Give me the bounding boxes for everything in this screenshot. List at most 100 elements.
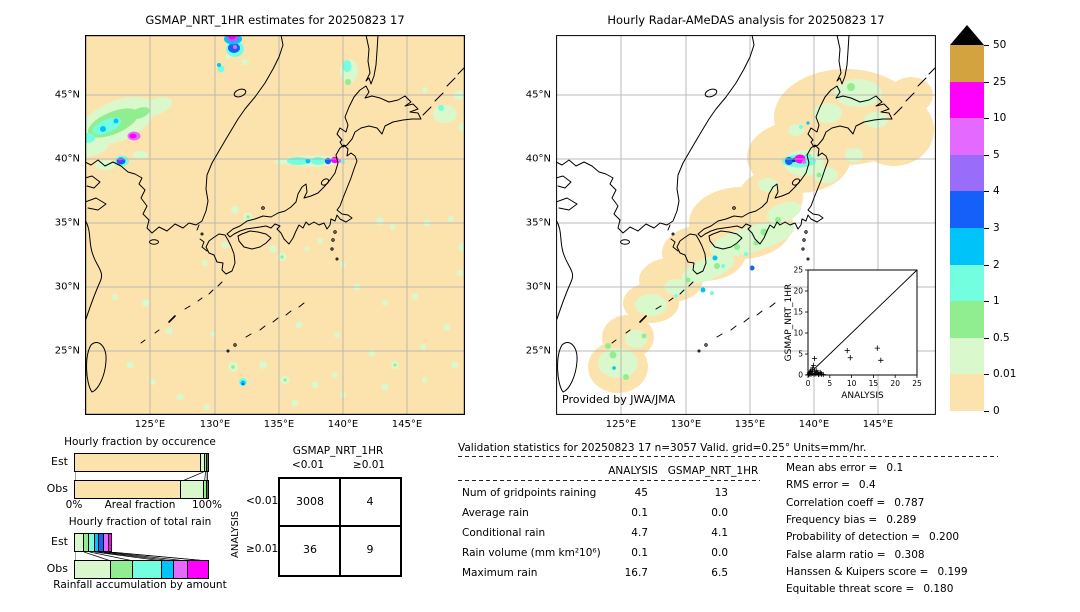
validation-score-row: Hanssen & Kuipers score = 0.199: [786, 566, 968, 578]
colorbar-tick-label: 0.01: [993, 368, 1017, 381]
lon-tick-label: 125°E: [134, 419, 166, 430]
totalrain-caption: Rainfall accumulation by amount: [53, 579, 227, 591]
contingency-divider-h: [280, 525, 400, 527]
lon-tick-label: 125°E: [605, 419, 637, 430]
colorbar-segment: [950, 301, 984, 339]
lat-tick-label: 45°N: [54, 89, 80, 101]
contingency-table: 3008 4 36 9: [278, 477, 402, 577]
validation-title: Validation statistics for 20250823 17 n=…: [458, 442, 867, 454]
occurrence-obs-bar: [74, 480, 209, 499]
validation-score-row: RMS error = 0.4: [786, 479, 876, 491]
bar-segment: [99, 534, 105, 551]
score-label: Frequency bias =: [786, 513, 878, 526]
contingency-col-label-ge: ≥0.01: [352, 459, 386, 471]
validation-score-row: Equitable threat score = 0.180: [786, 583, 953, 595]
colorbar-segment: [950, 374, 984, 412]
colorbar-legend: 50 25 10 5 4 3 2 1 0.5 0.01 0: [950, 25, 1030, 425]
bar-segment: [201, 454, 205, 471]
x-tick-label: 15: [869, 379, 879, 388]
validation-gsmap-value: 0.0: [711, 507, 728, 519]
colorbar-tick-label: 4: [993, 185, 1000, 198]
validation-score-row: Frequency bias = 0.289: [786, 514, 916, 526]
scatter-point: [878, 357, 884, 363]
score-label: Equitable threat score =: [786, 583, 915, 596]
score-value: 0.289: [886, 513, 917, 526]
validation-score-row: Probability of detection = 0.200: [786, 531, 959, 543]
bar-segment: [75, 534, 84, 551]
radar-map-canvas: [556, 35, 936, 415]
score-value: 0.200: [929, 531, 960, 544]
occurrence-connectors: [75, 472, 208, 481]
x-tick-label: 5: [827, 379, 832, 388]
score-value: 0.180: [923, 583, 954, 596]
colorbar-tick-label: 2: [993, 258, 1000, 271]
y-tick-label: 0: [798, 371, 803, 380]
score-label: RMS error =: [786, 479, 850, 492]
validation-gsmap-value: 4.1: [711, 527, 728, 539]
colorbar-tick-label: 0.5: [993, 331, 1010, 344]
colorbar-overflow-arrow: [950, 25, 984, 45]
score-value: 0.787: [894, 496, 925, 509]
right-map-title: Hourly Radar-AMeDAS analysis for 2025082…: [607, 13, 885, 27]
connector-line: [182, 472, 204, 481]
lon-tick-label: 145°E: [391, 419, 423, 430]
validation-row-label: Average rain: [462, 507, 529, 519]
colorbar-tick: [984, 337, 989, 339]
occurrence-chart-title: Hourly fraction by occurence: [64, 436, 216, 448]
y-tick-label: 10: [793, 329, 803, 338]
one-to-one-line: [807, 269, 918, 376]
colorbar-tick: [984, 118, 989, 120]
bar-segment: [207, 481, 209, 498]
colorbar-tick: [984, 228, 989, 229]
colorbar-tick: [984, 81, 989, 83]
bar-segment: [94, 534, 100, 551]
lon-tick-label: 135°E: [263, 419, 295, 430]
areal-fraction-label: Areal fraction: [104, 499, 176, 511]
score-label: Probability of detection =: [786, 531, 921, 544]
lon-tick-label: 130°E: [199, 419, 231, 430]
validation-gsmap-value: 6.5: [711, 567, 728, 579]
lat-tick-label: 40°N: [54, 153, 80, 165]
validation-divider-mid: [458, 480, 760, 481]
contingency-cell-hits-none: 3008: [296, 495, 324, 508]
score-value: 0.4: [858, 479, 876, 492]
lat-tick-label: 35°N: [525, 217, 551, 229]
validation-row-label: Rain volume (mm km²10⁶): [462, 547, 601, 559]
bar-segment: [75, 561, 111, 578]
totalrain-est-bar: [74, 533, 112, 552]
lat-tick-label: 30°N: [525, 281, 551, 293]
scatter-point: [811, 356, 818, 362]
contingency-col-label-lt: <0.01: [291, 459, 325, 471]
score-value: 0.308: [894, 548, 925, 561]
scatter-inset: 00 5 5 10 10 15 15 20 20 25 25 ANALYSIS GSMAP_NRT_1H…: [784, 266, 922, 401]
colorbar-tick: [984, 374, 989, 376]
scatter-point: [847, 355, 853, 361]
colorbar-tick-label: 5: [993, 148, 1000, 161]
x-tick-label: 25: [912, 379, 922, 388]
validation-score-row: False alarm ratio = 0.308: [786, 549, 925, 561]
validation-gsmap-value: 0.0: [711, 547, 728, 559]
contingency-cell-false: 4: [366, 495, 374, 508]
colorbar-segment: [950, 191, 984, 229]
colorbar-segment: [950, 154, 984, 192]
colorbar-tick-label: 0: [993, 405, 1000, 417]
connector-line: [94, 552, 163, 561]
scatter-frame: [807, 269, 918, 376]
validation-analysis-value: 0.1: [631, 507, 648, 519]
colorbar-segment: [950, 118, 984, 156]
connector-line: [110, 552, 208, 561]
validation-analysis-value: 45: [634, 487, 648, 499]
validation-row-label: Num of gridpoints raining: [462, 487, 597, 499]
contingency-cell-hits: 9: [366, 543, 374, 556]
radar-amedas-map: Provided by JWA/JMA 0 0 5 5 10 10 15 15 20 20 25 25…: [526, 35, 936, 430]
scatter-xlabel: ANALYSIS: [841, 391, 884, 401]
score-label: Hanssen & Kuipers score =: [786, 565, 929, 578]
occurrence-est-bar: [74, 453, 209, 472]
connector-line: [204, 472, 206, 481]
scatter-point: [811, 362, 817, 368]
bar-segment: [204, 454, 208, 471]
bar-segment: [83, 534, 90, 551]
connector-line: [104, 552, 187, 561]
credit-text: Provided by JWA/JMA: [562, 393, 676, 406]
